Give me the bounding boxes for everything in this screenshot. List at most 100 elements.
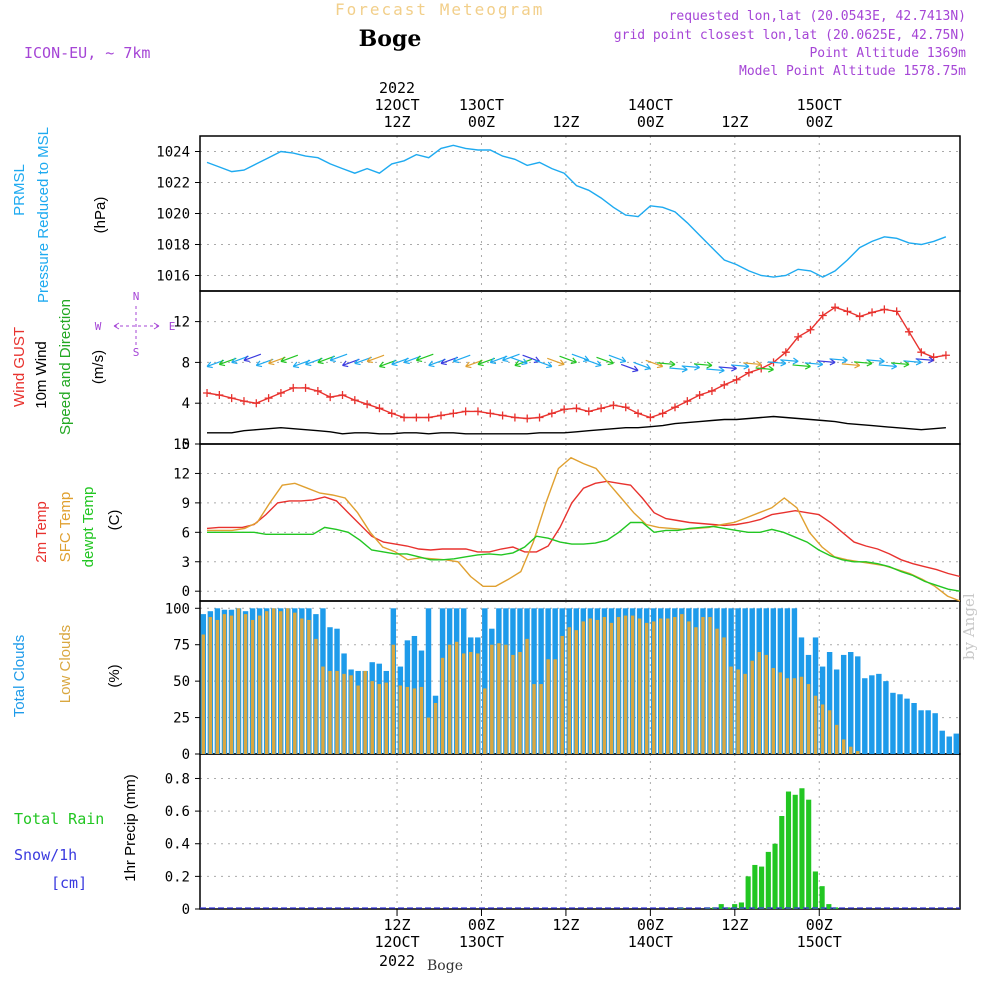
wind-arrow-head (607, 358, 614, 366)
wind-arrow-head (354, 358, 361, 366)
low-cloud-bar (785, 678, 790, 754)
low-cloud-bar (447, 644, 452, 754)
wind-arrow-head (329, 355, 337, 363)
wind-arrow (817, 358, 836, 366)
gust-marker (363, 400, 372, 409)
compass-w: W (95, 320, 102, 333)
wind-arrow-head (681, 365, 688, 373)
low-cloud-bar (729, 666, 733, 754)
gust-marker (437, 411, 446, 420)
low-cloud-bar (307, 619, 311, 754)
bottom-axis-hour: 12Z (721, 916, 748, 934)
wind-arrow-head (292, 361, 300, 369)
low-cloud-bar (476, 653, 480, 754)
low-cloud-bar (236, 608, 241, 754)
low-cloud-bar (377, 684, 381, 754)
low-cloud-bar (715, 628, 719, 754)
low-cloud-bar (215, 619, 220, 754)
total-cloud-bar (840, 654, 847, 754)
gust-marker (634, 409, 643, 418)
total-cloud-bar (482, 608, 488, 754)
rain-bar (732, 904, 738, 909)
low-cloud-bar (616, 617, 621, 754)
total-cloud-bar (538, 608, 544, 754)
gust-marker (941, 351, 950, 360)
top-title: Forecast Meteogram (335, 0, 545, 19)
gust-marker (510, 413, 519, 422)
gust-marker (892, 307, 901, 316)
gust-marker (387, 409, 396, 418)
gust-marker (831, 303, 840, 312)
rain-bar (752, 864, 758, 909)
low-cloud-bar (588, 618, 593, 754)
wind-arrow-head (632, 365, 639, 373)
y-tick-label: 6 (182, 525, 190, 541)
wind-arrow-shaft (780, 359, 799, 362)
gust-label: Wind GUST (11, 327, 28, 407)
gust-marker (313, 386, 322, 395)
wind-arrow (510, 356, 528, 366)
wind-arrow-head (706, 361, 713, 369)
total-cloud-bar (904, 698, 910, 754)
low-cloud-bar (208, 617, 213, 754)
wind-arrow-shaft (804, 362, 823, 366)
wind-arrow-shaft (596, 356, 614, 364)
rain-bar (745, 876, 751, 909)
total-cloud-bar (883, 681, 889, 754)
bottom-axis-hour: 00Z (468, 916, 495, 934)
clouds-unit: (%) (106, 664, 123, 687)
rain-bar (799, 788, 805, 909)
wind-arrow-shaft (559, 355, 577, 363)
wind-arrow-shaft (366, 354, 385, 362)
low-cloud-bar (469, 652, 473, 754)
gust-marker (720, 380, 729, 389)
panel-frame-wind (199, 290, 961, 445)
wind-arrow-head (743, 362, 750, 370)
y-tick-label: 0.4 (165, 837, 190, 853)
wind-arrow-head (465, 361, 472, 369)
low-cloud-bar (391, 644, 396, 754)
wind-arrow-shaft (854, 361, 873, 365)
gust-marker (276, 389, 285, 397)
wind-arrow (878, 362, 898, 370)
rain-bar (779, 816, 785, 909)
total-cloud-bar (531, 608, 537, 754)
wind-arrow (841, 361, 861, 369)
wind-arrow-head (731, 364, 737, 372)
low-cloud-bar (673, 617, 677, 754)
low-cloud-bar (856, 751, 860, 754)
low-cloud-bar (279, 611, 283, 754)
wind-arrow-head (841, 356, 848, 364)
total-cloud-bar (897, 694, 903, 754)
total-cloud-bar (826, 652, 833, 754)
low-cloud-bar (201, 634, 206, 754)
wind-arrow-head (546, 361, 553, 369)
gust-marker (264, 394, 273, 403)
gust-marker (461, 407, 470, 416)
model-label: ICON-EU, ~ 7km (24, 44, 151, 62)
low-cloud-bar (328, 670, 332, 754)
gust-marker (794, 332, 803, 341)
low-cloud-bar (722, 637, 726, 754)
wind-arrow-head (817, 360, 824, 368)
wind-arrow-head (452, 356, 460, 364)
y-tick-label: 1020 (156, 207, 190, 223)
low-cloud-bar (764, 654, 768, 754)
wind-arrow-shaft (817, 360, 836, 363)
wind-arrow-shaft (681, 365, 700, 369)
low-cloud-bar (778, 672, 783, 754)
low-cloud-bar (497, 643, 501, 754)
wind-arrow (866, 357, 885, 365)
wind-arrow-shaft (829, 358, 848, 361)
wind-arrow-head (829, 358, 836, 366)
gust-marker (215, 391, 224, 400)
wind-arrow-shaft (645, 359, 663, 368)
y-tick-label: 0 (182, 437, 190, 453)
wind-arrow-head (669, 360, 676, 368)
total-cloud-bar (862, 678, 868, 754)
wind-arrow-shaft (890, 362, 910, 366)
wind-arrow-head (928, 356, 934, 364)
low-cloud-bar (356, 685, 360, 754)
low-cloud-bar (630, 615, 635, 754)
temp-line-2 (207, 521, 961, 592)
